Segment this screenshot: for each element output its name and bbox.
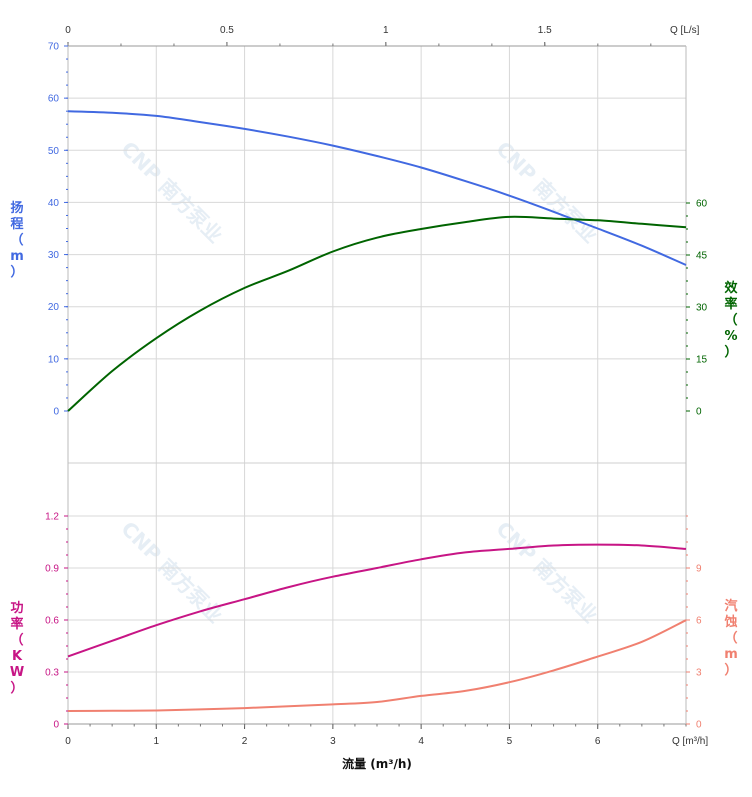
right-y-tick-label: 0 xyxy=(696,407,702,418)
head-axis-title: 扬 xyxy=(10,200,23,216)
power-axis-title: 率 xyxy=(10,616,23,632)
head-axis-title: （ xyxy=(10,232,23,248)
x-tick-label: 1 xyxy=(154,736,160,747)
left-y-tick-label: 40 xyxy=(48,198,60,209)
left-y-tick-label: 0.3 xyxy=(45,668,59,679)
left-y-tick-label: 20 xyxy=(48,302,60,313)
x-unit-label: Q [m³/h] xyxy=(672,736,708,747)
left-y-tick-label: 0 xyxy=(53,407,59,418)
power-axis-title: W xyxy=(10,665,24,680)
power-axis-title: K xyxy=(12,649,23,664)
efficiency-axis-title: 率 xyxy=(724,296,737,312)
top-tick-label: 0.5 xyxy=(220,25,234,36)
npsh-curve xyxy=(67,619,687,712)
right-y-tick-label: 3 xyxy=(696,668,702,679)
npsh-axis-title: m xyxy=(724,647,738,662)
left-y-tick-label: 1.2 xyxy=(45,512,59,523)
top-tick-label: 0 xyxy=(65,25,71,36)
x-tick-label: 4 xyxy=(418,736,424,747)
right-y-tick-label: 30 xyxy=(696,303,708,314)
right-y-tick-label: 60 xyxy=(696,199,708,210)
x-tick-label: 3 xyxy=(330,736,336,747)
left-y-tick-label: 0.6 xyxy=(45,616,59,627)
efficiency-axis-title: ） xyxy=(724,344,737,360)
efficiency-curve xyxy=(67,215,687,412)
top-unit-label: Q [L/s] xyxy=(670,25,700,36)
plot-frame xyxy=(67,45,687,725)
x-tick-label: 5 xyxy=(507,736,513,747)
left-y-tick-label: 0 xyxy=(53,720,59,731)
watermark-text: CNP 南方泵业 xyxy=(116,517,227,628)
efficiency-axis-title: （ xyxy=(724,312,737,328)
head-axis-title: ） xyxy=(10,264,23,280)
right-y-tick-label: 45 xyxy=(696,251,708,262)
npsh-axis-title: ） xyxy=(724,662,737,678)
head-curve xyxy=(67,110,687,266)
right-y-tick-label: 6 xyxy=(696,616,702,627)
power-curve xyxy=(67,543,687,658)
efficiency-axis-title: 效 xyxy=(724,280,738,296)
top-tick-label: 1.5 xyxy=(538,25,552,36)
x-tick-label: 0 xyxy=(65,736,71,747)
head-axis-title: 程 xyxy=(10,217,23,232)
axis-labels-layer: 流量 (m³/h)扬程（m）效率（%）功率（KW）汽蚀（m） xyxy=(10,200,739,771)
power-axis-title: （ xyxy=(10,632,23,648)
x-tick-label: 2 xyxy=(242,736,248,747)
power-axis-title: ） xyxy=(10,680,23,696)
power-axis-title: 功 xyxy=(10,601,23,616)
left-y-tick-label: 70 xyxy=(48,42,60,53)
left-y-tick-label: 10 xyxy=(48,354,60,365)
left-y-tick-label: 60 xyxy=(48,94,60,105)
right-y-tick-label: 15 xyxy=(696,355,708,366)
efficiency-axis-title: % xyxy=(724,329,737,344)
curves-layer xyxy=(67,110,687,712)
watermark-text: CNP 南方泵业 xyxy=(116,137,227,248)
left-y-tick-label: 0.9 xyxy=(45,564,59,575)
head-axis-title: m xyxy=(10,249,24,264)
right-y-tick-label: 0 xyxy=(696,720,702,731)
watermark-layer: CNP 南方泵业 CNP 南方泵业 CNP 南方泵业 CNP 南方泵业 xyxy=(116,137,602,628)
npsh-axis-title: （ xyxy=(724,630,737,646)
npsh-axis-title: 蚀 xyxy=(723,614,737,630)
x-axis-title: 流量 (m³/h) xyxy=(342,756,412,771)
right-y-tick-label: 9 xyxy=(696,564,702,575)
left-y-tick-label: 30 xyxy=(48,250,60,261)
grid-lines xyxy=(68,46,686,725)
npsh-axis-title: 汽 xyxy=(724,598,737,614)
watermark-text: CNP 南方泵业 xyxy=(491,137,602,248)
top-tick-label: 1 xyxy=(383,25,389,36)
x-tick-label: 6 xyxy=(595,736,601,747)
left-y-tick-label: 50 xyxy=(48,146,60,157)
watermark-text: CNP 南方泵业 xyxy=(491,517,602,628)
